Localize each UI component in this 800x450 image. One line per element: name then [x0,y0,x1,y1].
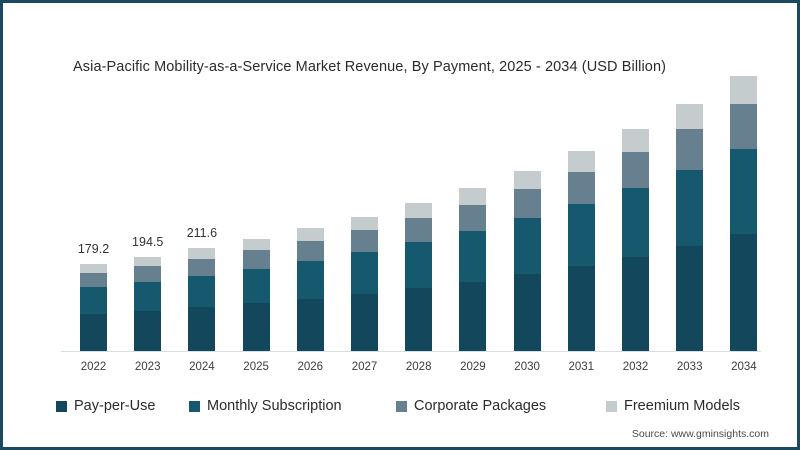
legend-item-corporate-packages[interactable]: Corporate Packages [396,398,546,414]
legend-item-pay-per-use[interactable]: Pay-per-Use [56,398,155,414]
bar-segment-freemium-models[interactable] [513,170,541,190]
bar-column[interactable] [242,3,270,351]
bar-segment-corporate-packages[interactable] [567,171,595,205]
bar-segment-corporate-packages[interactable] [676,129,704,170]
bar-value-label: 179.2 [77,242,110,257]
bar-segment-corporate-packages[interactable] [405,218,433,243]
bar-segment-pay-per-use[interactable] [622,256,649,351]
bar-column[interactable] [459,3,487,351]
bar-segment-pay-per-use[interactable] [459,281,487,351]
x-axis-line [61,351,761,352]
x-axis-tick-2031: 2031 [568,361,595,373]
legend-label: Monthly Subscription [207,398,342,414]
bar-column[interactable] [296,3,324,351]
bar-segment-freemium-models[interactable] [676,104,704,130]
bar-segment-corporate-packages[interactable] [80,273,107,288]
bar-segment-pay-per-use[interactable] [80,314,107,351]
bar-segment-corporate-packages[interactable] [459,204,487,232]
bar-segment-pay-per-use[interactable] [730,234,758,351]
bar-segment-monthly-subscription[interactable] [513,218,541,275]
bar-column[interactable] [80,3,107,351]
legend-swatch-icon [56,400,67,412]
legend-item-freemium-models[interactable]: Freemium Models [606,398,740,414]
x-axis-tick-2034: 2034 [731,361,757,373]
bar-segment-pay-per-use[interactable] [351,293,378,351]
bar-segment-pay-per-use[interactable] [134,310,162,351]
bar-segment-freemium-models[interactable] [459,187,487,205]
x-axis-tick-2027: 2027 [351,361,378,373]
bar-segment-corporate-packages[interactable] [351,230,378,253]
bar-segment-freemium-models[interactable] [730,75,758,104]
bar-column[interactable] [351,3,378,351]
bar-segment-pay-per-use[interactable] [296,298,324,351]
bar-segment-freemium-models[interactable] [242,239,270,251]
bar-column[interactable] [188,3,216,351]
chart-title: Asia-Pacific Mobility-as-a-Service Marke… [73,59,667,75]
bar-segment-freemium-models[interactable] [351,216,378,231]
bar-value-label: 211.6 [186,226,218,241]
bar-column[interactable] [567,3,595,351]
x-axis-tick-2023: 2023 [134,361,161,373]
legend-swatch-icon [396,400,407,412]
chart-legend: Pay-per-Use Monthly Subscription Corporate… [3,398,797,420]
legend-swatch-icon [189,400,200,412]
bar-segment-monthly-subscription[interactable] [242,268,270,304]
bar-segment-monthly-subscription[interactable] [351,252,378,294]
bar-segment-freemium-models[interactable] [80,264,107,274]
x-axis-tick-2024: 2024 [189,361,215,373]
bar-value-label: 194.5 [132,234,164,249]
bar-segment-pay-per-use[interactable] [242,303,270,351]
bar-segment-corporate-packages[interactable] [296,240,324,261]
legend-item-monthly-subscription[interactable]: Monthly Subscription [189,398,342,414]
x-axis-tick-2028: 2028 [405,361,432,373]
x-axis-tick-2026: 2026 [297,361,324,373]
bar-segment-monthly-subscription[interactable] [296,260,324,299]
bar-segment-monthly-subscription[interactable] [622,187,649,257]
bar-segment-monthly-subscription[interactable] [567,204,595,267]
legend-swatch-icon [606,400,617,412]
bar-segment-freemium-models[interactable] [622,129,649,152]
bar-segment-monthly-subscription[interactable] [188,275,216,308]
x-axis-tick-2032: 2032 [622,361,649,373]
bar-column[interactable] [676,3,704,351]
x-axis-tick-2029: 2029 [460,361,486,373]
source-attribution: Source: www.gminsights.com [631,428,769,440]
bar-segment-freemium-models[interactable] [296,228,324,241]
bar-segment-pay-per-use[interactable] [513,274,541,351]
bar-segment-corporate-packages[interactable] [242,250,270,269]
x-axis-tick-2033: 2033 [676,361,703,373]
bar-segment-pay-per-use[interactable] [567,266,595,351]
bar-segment-freemium-models[interactable] [134,256,162,267]
bar-segment-corporate-packages[interactable] [622,151,649,188]
x-axis-tick-2030: 2030 [514,361,540,373]
legend-label: Freemium Models [624,398,741,414]
bar-segment-corporate-packages[interactable] [513,189,541,219]
bar-segment-corporate-packages[interactable] [188,258,216,276]
legend-label: Corporate Packages [414,398,547,414]
bar-segment-pay-per-use[interactable] [188,307,216,351]
bar-segment-monthly-subscription[interactable] [405,242,433,289]
bar-segment-freemium-models[interactable] [405,203,433,219]
bar-segment-pay-per-use[interactable] [405,288,433,351]
bar-segment-monthly-subscription[interactable] [459,231,487,282]
x-axis-tick-2025: 2025 [243,361,269,373]
bar-column[interactable] [513,3,541,351]
bar-segment-freemium-models[interactable] [567,151,595,172]
bar-column[interactable] [730,3,758,351]
bar-segment-pay-per-use[interactable] [676,246,704,351]
bar-segment-corporate-packages[interactable] [134,266,162,282]
bar-column[interactable] [405,3,433,351]
bar-segment-monthly-subscription[interactable] [134,281,162,311]
bar-segment-monthly-subscription[interactable] [676,169,704,247]
bar-segment-freemium-models[interactable] [188,248,216,259]
plot-area: 179.2 2022 194.5 2023 211.6 2024 2025 2026 2027 2… [3,3,797,447]
bar-column[interactable] [622,3,649,351]
legend-label: Pay-per-Use [74,398,156,414]
bar-segment-monthly-subscription[interactable] [80,287,107,315]
x-axis-tick-2022: 2022 [80,361,107,373]
bar-segment-monthly-subscription[interactable] [730,148,758,234]
bar-column[interactable] [134,3,162,351]
bar-segment-corporate-packages[interactable] [730,103,758,149]
